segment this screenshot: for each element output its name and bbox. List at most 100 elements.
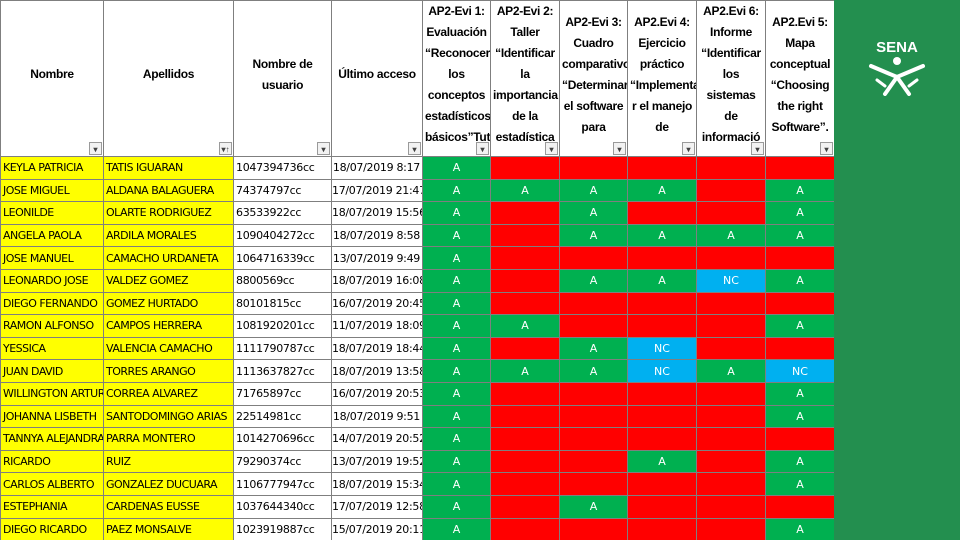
name-cell[interactable]: LEONILDE [0,201,104,225]
evidence-cell-3[interactable] [559,404,628,429]
surname-cell[interactable]: VALDEZ GOMEZ [103,268,234,293]
evidence-cell-3[interactable] [559,427,628,451]
evidence-cell-5[interactable] [696,246,766,270]
surname-cell[interactable]: ALDANA BALAGUERA [103,178,234,203]
evidence-cell-4[interactable] [627,246,697,270]
evidence-cell-5[interactable] [696,314,766,338]
evidence-cell-5[interactable] [696,449,766,474]
evidence-cell-1[interactable]: A [422,449,491,474]
evidence-cell-6[interactable] [765,156,834,180]
name-cell[interactable]: ESTEPHANIA [0,494,104,519]
evidence-cell-5[interactable] [696,472,766,496]
evidence-cell-2[interactable]: A [490,314,560,338]
evidence-cell-6[interactable] [765,246,834,270]
name-cell[interactable]: RICARDO [0,449,104,474]
evidence-cell-1[interactable]: A [422,201,491,225]
surname-cell[interactable]: GOMEZ HURTADO [103,291,234,316]
surname-cell[interactable]: ARDILA MORALES [103,223,234,248]
evidence-cell-1[interactable]: A [422,291,491,316]
username-cell[interactable]: 1047394736cc [233,156,332,180]
evidence-cell-6[interactable]: A [765,268,834,293]
evidence-cell-2[interactable]: A [490,178,560,203]
name-cell[interactable]: JOSE MIGUEL [0,178,104,203]
filter-dropdown-icon[interactable]: ▾ [408,142,421,155]
evidence-cell-3[interactable] [559,314,628,338]
evidence-cell-1[interactable]: A [422,223,491,248]
evidence-cell-3[interactable]: A [559,268,628,293]
evidence-cell-4[interactable] [627,517,697,540]
evidence-cell-1[interactable]: A [422,336,491,361]
name-cell[interactable]: TANNYA ALEJANDRA [0,427,104,451]
last-access-cell[interactable]: 18/07/2019 18:44 [331,336,423,361]
evidence-cell-1[interactable]: A [422,472,491,496]
evidence-cell-3[interactable] [559,517,628,540]
evidence-cell-6[interactable]: A [765,178,834,203]
evidence-cell-2[interactable] [490,223,560,248]
evidence-cell-4[interactable] [627,314,697,338]
evidence-cell-2[interactable] [490,494,560,519]
name-cell[interactable]: RAMON ALFONSO [0,314,104,338]
username-cell[interactable]: 1106777947cc [233,472,332,496]
evidence-cell-5[interactable] [696,404,766,429]
last-access-cell[interactable]: 13/07/2019 19:52 [331,449,423,474]
filter-dropdown-icon[interactable]: ▾ [751,142,764,155]
username-cell[interactable]: 74374797cc [233,178,332,203]
username-cell[interactable]: 1090404272cc [233,223,332,248]
evidence-cell-4[interactable]: A [627,223,697,248]
evidence-cell-4[interactable] [627,201,697,225]
surname-cell[interactable]: CORREA ALVAREZ [103,381,234,406]
evidence-cell-1[interactable]: A [422,404,491,429]
evidence-cell-1[interactable]: A [422,381,491,406]
evidence-cell-2[interactable] [490,246,560,270]
evidence-cell-2[interactable] [490,449,560,474]
surname-cell[interactable]: GONZALEZ DUCUARA [103,472,234,496]
evidence-cell-5[interactable] [696,517,766,540]
evidence-cell-4[interactable]: A [627,178,697,203]
username-cell[interactable]: 63533922cc [233,201,332,225]
evidence-cell-2[interactable] [490,201,560,225]
filter-dropdown-icon[interactable]: ▾ [476,142,489,155]
evidence-cell-2[interactable] [490,336,560,361]
evidence-cell-3[interactable] [559,449,628,474]
evidence-cell-2[interactable]: A [490,359,560,383]
username-cell[interactable]: 1014270696cc [233,427,332,451]
evidence-cell-3[interactable]: A [559,336,628,361]
evidence-cell-1[interactable]: A [422,268,491,293]
evidence-cell-1[interactable]: A [422,359,491,383]
surname-cell[interactable]: CARDENAS EUSSE [103,494,234,519]
evidence-cell-2[interactable] [490,472,560,496]
username-cell[interactable]: 1111790787cc [233,336,332,361]
evidence-cell-1[interactable]: A [422,314,491,338]
surname-cell[interactable]: TATIS IGUARAN [103,156,234,180]
last-access-cell[interactable]: 17/07/2019 21:47 [331,178,423,203]
name-cell[interactable]: CARLOS ALBERTO [0,472,104,496]
evidence-cell-5[interactable] [696,201,766,225]
name-cell[interactable]: DIEGO FERNANDO [0,291,104,316]
evidence-cell-5[interactable]: A [696,359,766,383]
last-access-cell[interactable]: 16/07/2019 20:53 [331,381,423,406]
evidence-cell-6[interactable] [765,427,834,451]
evidence-cell-5[interactable] [696,178,766,203]
evidence-cell-1[interactable]: A [422,427,491,451]
filter-dropdown-icon[interactable]: ▾ [820,142,833,155]
name-cell[interactable]: LEONARDO JOSE [0,268,104,293]
evidence-cell-3[interactable] [559,381,628,406]
last-access-cell[interactable]: 18/07/2019 9:51 [331,404,423,429]
evidence-cell-4[interactable] [627,472,697,496]
surname-cell[interactable]: PARRA MONTERO [103,427,234,451]
surname-cell[interactable]: PAEZ MONSALVE [103,517,234,540]
evidence-cell-3[interactable]: A [559,178,628,203]
evidence-cell-2[interactable] [490,517,560,540]
last-access-cell[interactable]: 18/07/2019 8:17 [331,156,423,180]
username-cell[interactable]: 1113637827cc [233,359,332,383]
name-cell[interactable]: YESSICA [0,336,104,361]
evidence-cell-5[interactable]: NC [696,268,766,293]
evidence-cell-4[interactable]: A [627,449,697,474]
surname-cell[interactable]: SANTODOMINGO ARIAS [103,404,234,429]
last-access-cell[interactable]: 17/07/2019 12:58 [331,494,423,519]
evidence-cell-6[interactable]: A [765,381,834,406]
evidence-cell-3[interactable] [559,156,628,180]
evidence-cell-4[interactable] [627,381,697,406]
username-cell[interactable]: 22514981cc [233,404,332,429]
evidence-cell-4[interactable] [627,291,697,316]
